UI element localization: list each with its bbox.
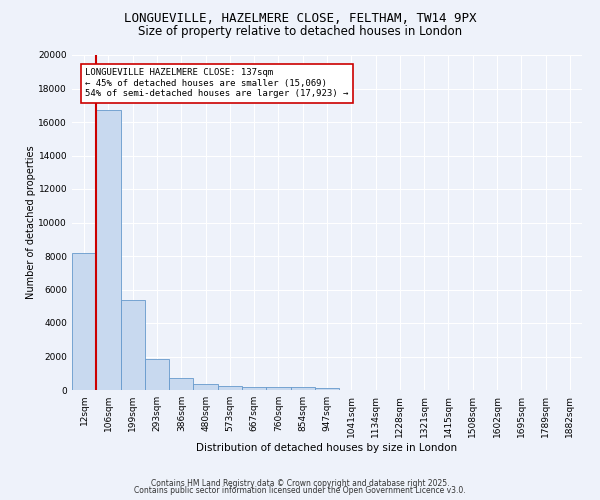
Y-axis label: Number of detached properties: Number of detached properties [26, 146, 35, 300]
Bar [169, 378, 193, 390]
Text: LONGUEVILLE, HAZELMERE CLOSE, FELTHAM, TW14 9PX: LONGUEVILLE, HAZELMERE CLOSE, FELTHAM, T… [124, 12, 476, 26]
Bar [290, 388, 315, 390]
Bar [218, 386, 242, 390]
Text: Contains HM Land Registry data © Crown copyright and database right 2025.: Contains HM Land Registry data © Crown c… [151, 478, 449, 488]
Bar [145, 359, 169, 390]
Text: Size of property relative to detached houses in London: Size of property relative to detached ho… [138, 25, 462, 38]
X-axis label: Distribution of detached houses by size in London: Distribution of detached houses by size … [196, 442, 458, 452]
Text: LONGUEVILLE HAZELMERE CLOSE: 137sqm
← 45% of detached houses are smaller (15,069: LONGUEVILLE HAZELMERE CLOSE: 137sqm ← 45… [85, 68, 349, 98]
Bar [72, 252, 96, 390]
Bar [121, 300, 145, 390]
Bar [315, 388, 339, 390]
Bar [242, 387, 266, 390]
Bar [96, 110, 121, 390]
Text: Contains public sector information licensed under the Open Government Licence v3: Contains public sector information licen… [134, 486, 466, 495]
Bar [266, 387, 290, 390]
Bar [193, 384, 218, 390]
